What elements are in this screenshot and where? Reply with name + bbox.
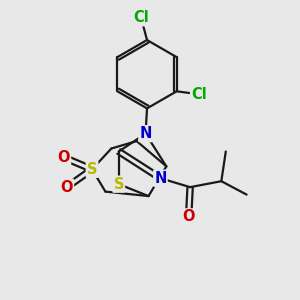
Text: S: S: [87, 162, 97, 177]
Text: N: N: [154, 171, 167, 186]
Text: O: O: [58, 150, 70, 165]
Text: O: O: [182, 209, 195, 224]
Text: Cl: Cl: [191, 87, 207, 102]
Text: N: N: [140, 126, 152, 141]
Text: Cl: Cl: [133, 10, 149, 25]
Text: S: S: [113, 177, 124, 192]
Text: O: O: [61, 180, 73, 195]
